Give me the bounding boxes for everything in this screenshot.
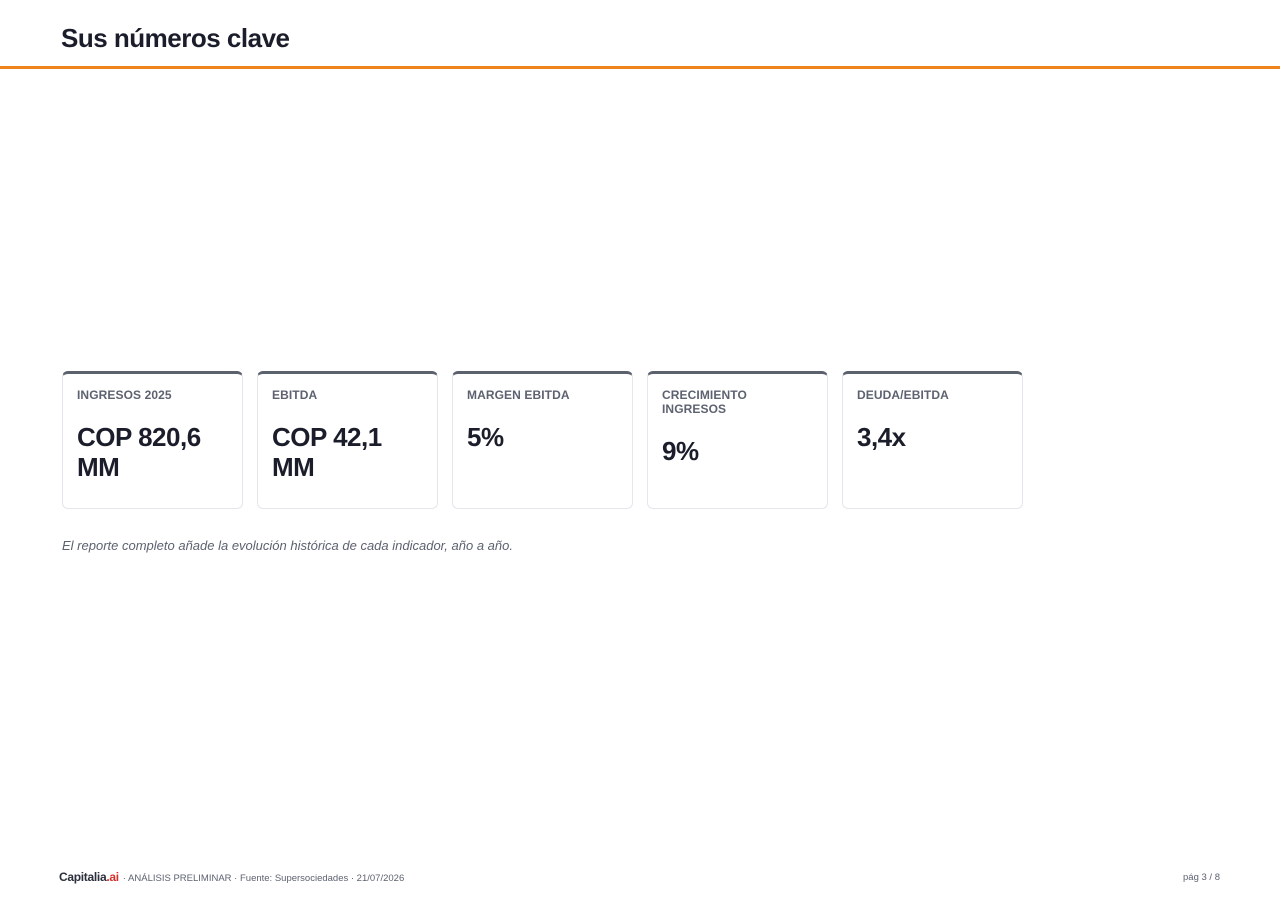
kpi-value: 9% [662, 436, 699, 466]
page-title: Sus números clave [61, 23, 290, 53]
kpi-label: MARGEN EBITDA [467, 388, 570, 402]
brand-logo: Capitalia.ai [59, 870, 119, 884]
footer-left: Capitalia.ai · ANÁLISIS PRELIMINAR · Fue… [59, 870, 404, 884]
kpi-card-crecimiento-ingresos: CRECIMIENTO INGRESOS 9% [647, 371, 828, 509]
brand-suffix: .ai [106, 870, 119, 884]
kpi-card-deuda-ebitda: DEUDA/EBITDA 3,4x [842, 371, 1023, 509]
page-number: pág 3 / 8 [1183, 871, 1220, 883]
kpi-label: DEUDA/EBITDA [857, 388, 949, 402]
footer-meta: · ANÁLISIS PRELIMINAR · Fuente: Supersoc… [122, 873, 405, 884]
kpi-card-ebitda: EBITDA COP 42,1 MM [257, 371, 438, 509]
kpi-label: CRECIMIENTO INGRESOS [662, 388, 747, 416]
kpi-value: COP 42,1 MM [272, 422, 382, 482]
brand-name: Capitalia [59, 870, 107, 884]
kpi-card-margen-ebitda: MARGEN EBITDA 5% [452, 371, 633, 509]
footnote: El reporte completo añade la evolución h… [62, 538, 513, 553]
kpi-label: INGRESOS 2025 [77, 388, 172, 402]
kpi-label: EBITDA [272, 388, 318, 402]
kpi-value: COP 820,6 MM [77, 422, 201, 482]
page-header: Sus números clave [0, 0, 1280, 69]
page-footer: Capitalia.ai · ANÁLISIS PRELIMINAR · Fue… [59, 868, 1220, 886]
kpi-card-ingresos: INGRESOS 2025 COP 820,6 MM [62, 371, 243, 509]
kpi-value: 3,4x [857, 422, 906, 452]
kpi-value: 5% [467, 422, 504, 452]
kpi-cards: INGRESOS 2025 COP 820,6 MM EBITDA COP 42… [62, 371, 1023, 509]
